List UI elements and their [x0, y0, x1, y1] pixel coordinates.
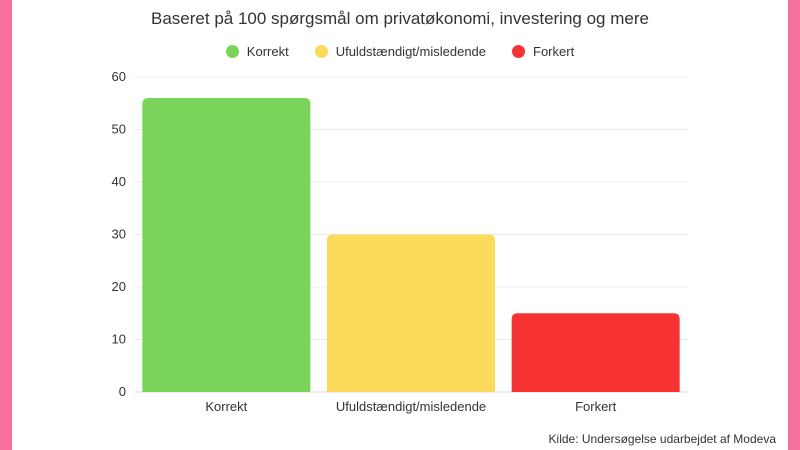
legend-label-forkert: Forkert — [533, 44, 575, 59]
legend-swatch-ufuldstaendigt — [314, 45, 328, 58]
y-tick-label: 10 — [112, 332, 126, 347]
y-tick-label: 20 — [112, 279, 126, 294]
legend-item-ufuldstaendigt[interactable]: Ufuldstændigt/misledende — [314, 44, 487, 59]
legend-swatch-korrekt — [225, 45, 239, 58]
legend-label-korrekt: Korrekt — [246, 44, 289, 59]
legend-item-korrekt[interactable]: Korrekt — [225, 44, 289, 59]
legend: Korrekt Ufuldstændigt/misledende Forkert — [12, 44, 788, 59]
y-tick-label: 50 — [112, 122, 126, 137]
x-tick-label: Forkert — [575, 399, 617, 414]
bar-2[interactable] — [327, 234, 495, 393]
y-tick-label: 30 — [112, 227, 126, 242]
legend-label-ufuldstaendigt: Ufuldstændigt/misledende — [335, 44, 487, 59]
bar-1[interactable] — [142, 98, 311, 392]
chart-card: Baseret på 100 spørgsmål om privatøkonom… — [12, 0, 788, 450]
bar-chart: 0 10 20 30 40 50 60 Korrekt Ufuldstændigt/misled… — [112, 69, 688, 414]
legend-swatch-forkert — [512, 45, 526, 58]
y-tick-label: 0 — [119, 384, 126, 399]
x-tick-label: Korrekt — [205, 399, 247, 414]
x-tick-label: Ufuldstændigt/misledende — [336, 399, 486, 414]
bar-3[interactable] — [511, 313, 680, 392]
chart-title: Baseret på 100 spørgsmål om privatøkonom… — [151, 9, 649, 28]
source-note: Kilde: Undersøgelse udarbejdet af Modeva — [548, 432, 776, 446]
legend-item-forkert[interactable]: Forkert — [512, 44, 574, 59]
y-tick-label: 60 — [112, 69, 126, 84]
y-tick-label: 40 — [112, 174, 126, 189]
